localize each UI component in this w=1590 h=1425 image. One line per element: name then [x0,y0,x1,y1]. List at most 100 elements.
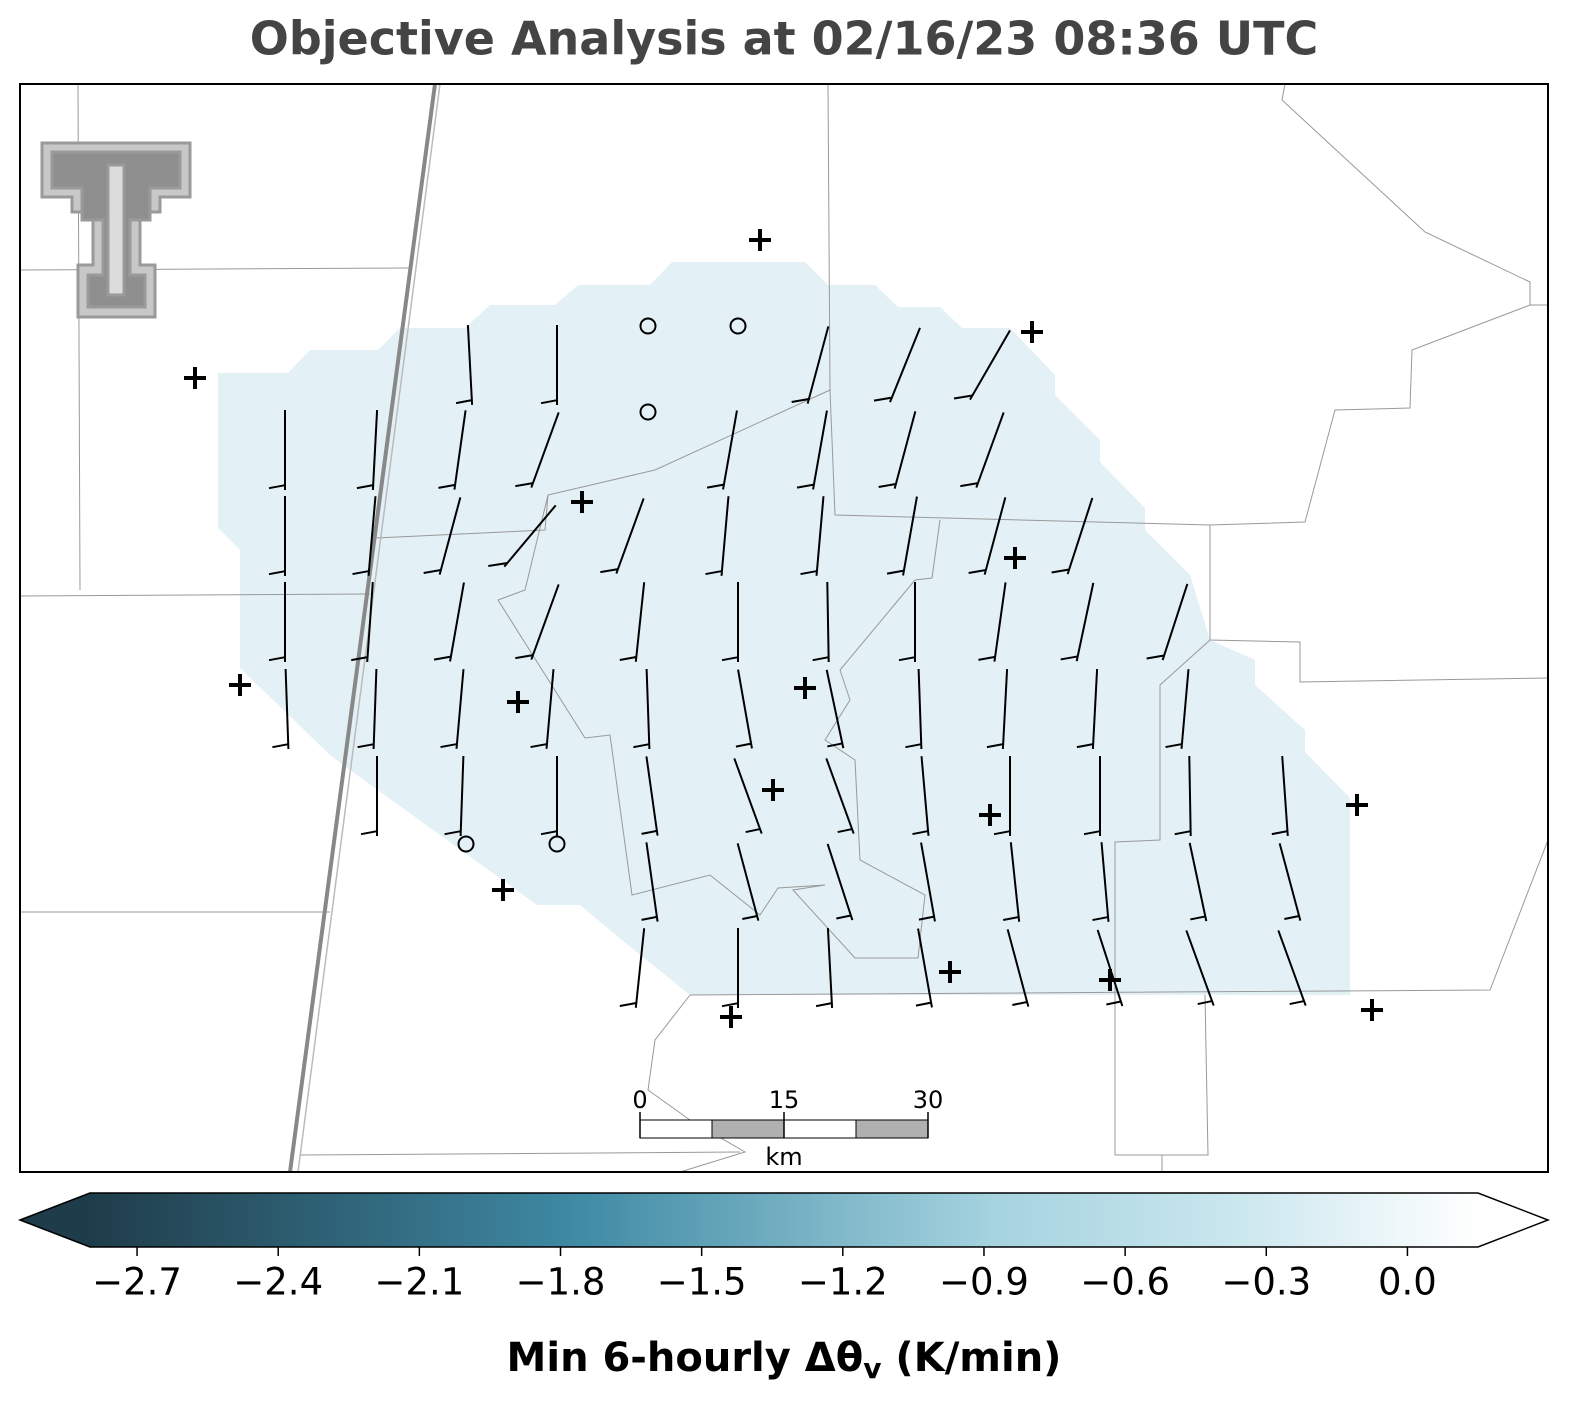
barb-flag [986,743,1004,749]
barb-shaft [466,325,474,405]
barb-shaft [917,668,923,750]
barb-shaft [733,758,763,834]
barb-shaft [1066,497,1094,575]
barb-flag [530,743,548,749]
barb-flag [540,399,558,405]
county-lines [20,84,1548,1172]
barb-flag [960,482,979,488]
barb-shaft [1009,842,1021,922]
barb-flag [1146,654,1165,660]
barb-shaft [503,504,557,568]
barb-shaft [1277,930,1307,1006]
barb-flag [735,742,752,748]
barb-shaft [889,327,921,403]
barb-flag [898,656,916,662]
station-plus [1346,794,1368,816]
barb-shaft [825,758,855,834]
barb-flag [641,829,658,835]
barb-shaft [371,410,379,490]
colorbar-tick-label: −1.2 [798,1261,888,1304]
barb-flag [268,570,286,576]
analysis-field [218,262,1350,995]
barb-flag [912,830,929,836]
colorbar-tick-label: −2.7 [92,1261,182,1304]
barb-shaft [1100,842,1110,922]
barb-flag [978,655,996,661]
barb-flag [540,830,558,836]
station-plus [229,674,251,696]
station-plus [571,491,593,513]
barb-flag [600,568,619,574]
station-plus [749,229,771,251]
barb-shaft [455,669,465,749]
barb-flag [1174,830,1191,836]
barb-shaft [815,496,825,576]
colorbar-tick-label: −1.8 [516,1261,606,1304]
barb-flag [706,483,725,489]
barb-flag [515,482,534,488]
barb-shaft [1278,843,1302,921]
barb-shaft [366,582,374,662]
scale-segment [783,1119,857,1139]
station-plus [1004,547,1026,569]
barb-flag [721,1002,739,1008]
barb-flag [800,570,818,576]
barb-shaft [449,582,465,662]
barb-flag [1060,655,1078,661]
barb-flag [444,830,461,836]
barb-shaft [893,411,917,489]
barb-flag [352,570,370,576]
barb-shaft [284,668,290,750]
station-plus [507,691,529,713]
barb-flag [827,742,843,748]
station-calm [639,403,657,421]
map [20,84,1548,1172]
barb-flag [915,1001,932,1007]
wind-barbs [268,325,1307,1008]
scale-label: 0 [632,1086,647,1114]
barb-shaft [993,582,1007,662]
station-plus [939,961,961,983]
barb-shaft [1185,930,1215,1006]
colorbar-tick-label: −2.1 [374,1261,464,1304]
colorbar: −2.7 −2.4 −2.1 −1.8 −1.5 −1.2 −0.9 −0.6 −0.3 0.0 [17,1192,1551,1304]
barb-flag [268,656,286,662]
barb-flag [515,654,534,660]
barb-flag [815,1002,833,1008]
barb-shaft [1075,582,1095,662]
barb-flag [905,743,922,749]
barb-shaft [1091,669,1099,749]
barb-flag [1197,1000,1213,1006]
scale-label: 15 [769,1086,800,1114]
barb-shaft [736,843,760,921]
logo [40,141,192,319]
barb-shaft [975,412,1005,488]
barb-flag [791,398,810,403]
barb-flag [1002,916,1019,921]
barb-flag [272,743,289,749]
barb-flag [1190,915,1206,921]
station-plus [1361,999,1383,1021]
barb-flag [993,830,1011,836]
station-plus [720,1006,742,1028]
barb-flag [1092,916,1109,922]
barb-flag [968,569,987,574]
barb-flag [1106,1000,1122,1006]
barb-shaft [983,497,1007,575]
barb-shaft [530,584,560,660]
barb-flag [1284,915,1300,920]
barb-shaft [902,496,918,576]
barb-flag [433,655,452,661]
barb-shaft [634,928,646,1008]
label-suffix: (K/min) [881,1335,1061,1381]
barb-flag [488,561,508,567]
barb-flag [1271,830,1288,836]
stations [184,229,1383,1028]
barb-flag [641,915,658,921]
barb-shaft [453,410,467,490]
barb-flag [440,743,458,749]
barb-flag [357,743,374,749]
barb-shaft [367,496,377,576]
barb-shaft [615,498,645,574]
